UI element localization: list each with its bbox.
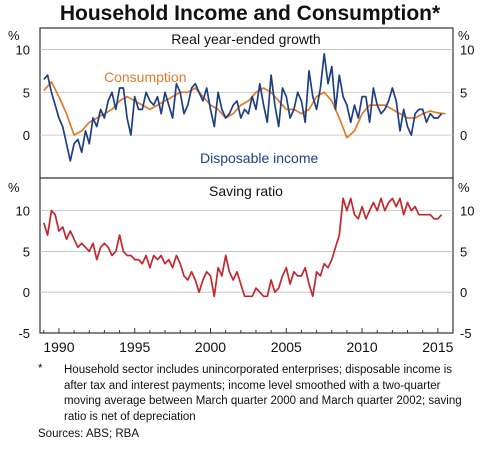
panel1-ytick-right: 0 (460, 128, 467, 143)
x-tick-label: 2010 (346, 339, 377, 355)
panel2-ytick-right: 5 (460, 244, 467, 259)
panel1-ytick-left: 10 (16, 42, 30, 57)
panel1-title: Real year-ended growth (171, 31, 320, 47)
panel2-ytick-left: 5 (23, 244, 30, 259)
plot-frame (39, 27, 454, 334)
x-tick-label: 2015 (422, 339, 453, 355)
panel2-series (42, 197, 443, 298)
panel2-ytick-left: 0 (23, 285, 30, 300)
panel2-grid (40, 210, 453, 293)
x-ticks: 1990 1995 2000 2005 2010 2015 (43, 328, 454, 355)
panel2-ytick-right: -5 (460, 326, 472, 341)
chart-title: Household Income and Consumption* (59, 2, 441, 25)
x-tick-label: 2000 (195, 339, 226, 355)
consumption-line (43, 81, 446, 139)
x-tick-label: 2005 (271, 339, 302, 355)
panel1-series (43, 52, 446, 162)
disposable-income-annotation: Disposable income (200, 150, 318, 166)
panel2-ytick-left: 10 (16, 204, 30, 219)
saving-ratio-line (42, 197, 443, 298)
footnote-marker: * (38, 363, 43, 375)
panel1-ytick-right: 5 (460, 85, 467, 100)
panel1-unit-right: % (458, 28, 470, 43)
panel2-ytick-right: 0 (460, 285, 467, 300)
panel1-unit-left: % (8, 28, 20, 43)
panel1-ytick-left: 0 (23, 128, 30, 143)
panel1-grid (40, 49, 453, 136)
panel1-ytick-left: 5 (23, 85, 30, 100)
labels: 10 10 5 5 0 0 10 10 5 5 0 0 -5 -5 (16, 42, 475, 341)
panel2-title: Saving ratio (209, 183, 283, 199)
disposable-income-line (43, 52, 443, 162)
footnote-text: Household sector includes unincorporated… (64, 364, 462, 423)
consumption-annotation: Consumption (104, 69, 187, 85)
panel1-ytick-right: 10 (460, 42, 474, 57)
sources: Sources: ABS; RBA (38, 428, 139, 440)
panel2-ytick-right: 10 (460, 204, 474, 219)
panel2-unit-right: % (458, 180, 470, 195)
x-tick-label: 1990 (43, 339, 74, 355)
panel2-ytick-left: -5 (18, 326, 30, 341)
panel2-unit-left: % (8, 180, 20, 195)
x-tick-label: 1995 (119, 339, 150, 355)
